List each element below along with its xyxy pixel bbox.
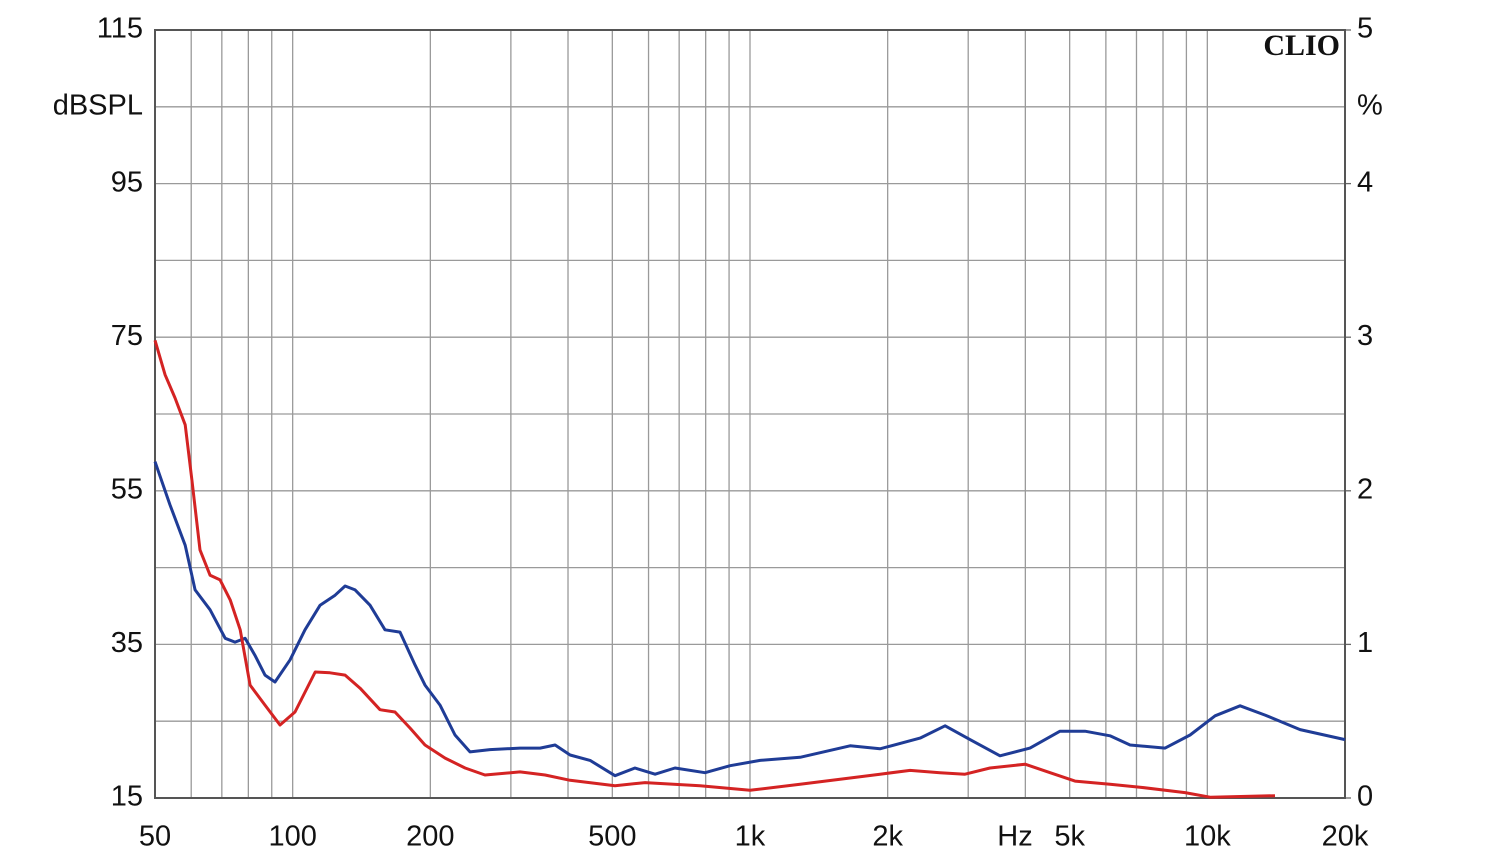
y-tick-label: 55 (111, 473, 143, 505)
x-tick-label: 200 (406, 821, 454, 853)
y2-tick-label: 1 (1357, 627, 1373, 659)
y2-tick-label: 3 (1357, 320, 1373, 352)
x-tick-label: 5k (1054, 821, 1085, 853)
y2-tick-label: 0 (1357, 781, 1373, 813)
y-tick-label: 75 (111, 320, 143, 352)
data-line (153, 461, 1346, 778)
y2-tick-label: 2 (1357, 473, 1373, 505)
data-line (153, 339, 1276, 799)
brand-label: CLIO (1263, 29, 1340, 62)
y-tick-label: 95 (111, 166, 143, 198)
x-tick-label: 20k (1322, 821, 1369, 853)
x-tick-label: 500 (588, 821, 636, 853)
x-tick-label: 50 (139, 821, 171, 853)
x-axis-label: Hz (997, 821, 1032, 853)
y-axis-label: dBSPL (53, 90, 143, 122)
x-tick-label: 100 (268, 821, 316, 853)
y-tick-label: 15 (111, 781, 143, 813)
y-tick-label: 115 (97, 13, 143, 45)
x-tick-label: 1k (735, 821, 766, 853)
y2-tick-label: 4 (1357, 166, 1373, 198)
plot-frame (154, 29, 1346, 799)
y2-axis-label: % (1357, 90, 1383, 122)
x-tick-label: 10k (1184, 821, 1231, 853)
x-tick-label: 2k (872, 821, 903, 853)
y-tick-label: 35 (111, 627, 143, 659)
y2-tick-label: 5 (1357, 13, 1373, 45)
